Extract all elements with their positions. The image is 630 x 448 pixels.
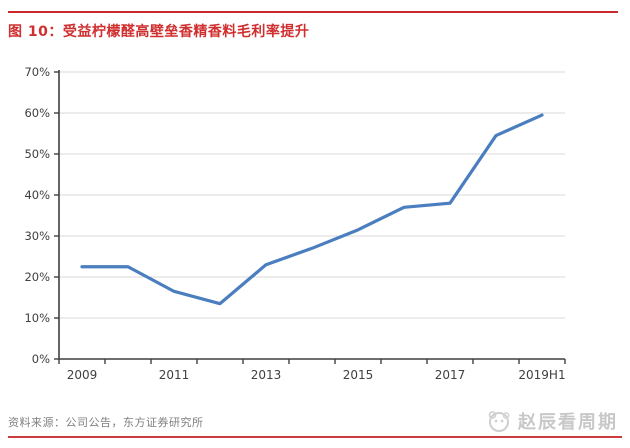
y-tick-label: 50% bbox=[24, 147, 50, 161]
y-tick-label: 0% bbox=[32, 352, 50, 366]
x-tick-label: 2009 bbox=[67, 368, 98, 382]
watermark-logo-icon bbox=[488, 411, 510, 432]
watermark: 赵辰看周期 bbox=[486, 408, 618, 434]
line-chart-svg: 0% 10% 20% 30% 40% 50% 60% 70% 2009 2011 2013 2015 2… bbox=[24, 65, 566, 382]
top-rule bbox=[8, 11, 618, 13]
y-tick-label: 10% bbox=[24, 311, 50, 325]
y-tick-label: 30% bbox=[24, 229, 50, 243]
gross-margin-line-chart: 0% 10% 20% 30% 40% 50% 60% 70% 2009 2011 2013 2015 2… bbox=[0, 55, 630, 400]
x-tick-label: 2011 bbox=[159, 368, 190, 382]
y-tick-label: 60% bbox=[24, 106, 50, 120]
y-tick-label: 40% bbox=[24, 188, 50, 202]
watermark-text: 赵辰看周期 bbox=[518, 412, 618, 433]
gross-margin-series-line bbox=[80, 113, 544, 306]
x-tick-label: 2013 bbox=[251, 368, 282, 382]
figure-title: 图 10：受益柠檬醛高壁垒香精香料毛利率提升 bbox=[8, 24, 310, 40]
y-tick-label: 70% bbox=[24, 65, 50, 79]
x-tick-label: 2017 bbox=[435, 368, 466, 382]
bottom-rule bbox=[8, 436, 622, 438]
y-tick-label: 20% bbox=[24, 270, 50, 284]
x-tick-label: 2019H1 bbox=[518, 368, 565, 382]
x-tick-label: 2015 bbox=[343, 368, 374, 382]
source-note: 资料来源：公司公告，东方证券研究所 bbox=[8, 416, 204, 429]
